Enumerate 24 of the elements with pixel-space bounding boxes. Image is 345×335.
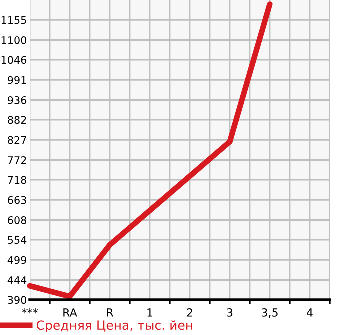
x-tick-label: 3,5 <box>262 308 278 318</box>
y-tick-label: 1100 <box>2 36 27 44</box>
y-tick-label: 882 <box>8 116 26 124</box>
y-tick-label: 499 <box>8 256 26 264</box>
y-tick-label: 772 <box>8 156 26 164</box>
y-tick-label: 663 <box>8 196 26 204</box>
x-tick-label: 1 <box>148 308 153 317</box>
x-tick-label: 4 <box>307 308 313 317</box>
y-tick-label: 827 <box>8 136 26 144</box>
y-tick-label: 936 <box>8 96 27 104</box>
y-tick-label: 1046 <box>2 56 27 64</box>
y-tick-label: 1155 <box>2 16 26 24</box>
y-tick-label: 718 <box>8 176 27 184</box>
x-tick-label: 3 <box>227 308 233 317</box>
x-tick-label: R <box>107 308 114 317</box>
y-tick-label: 991 <box>8 76 26 84</box>
x-tick-label: *** <box>22 308 38 314</box>
legend-label: Средняя Цена, тыс. йен <box>36 320 192 332</box>
y-tick-label: 390 <box>8 296 27 304</box>
y-tick-label: 554 <box>8 236 27 244</box>
x-tick-label: 2 <box>187 308 192 317</box>
y-tick-label: 608 <box>8 216 27 224</box>
x-tick-label: RA <box>64 308 78 317</box>
y-tick-label: 444 <box>8 276 27 284</box>
